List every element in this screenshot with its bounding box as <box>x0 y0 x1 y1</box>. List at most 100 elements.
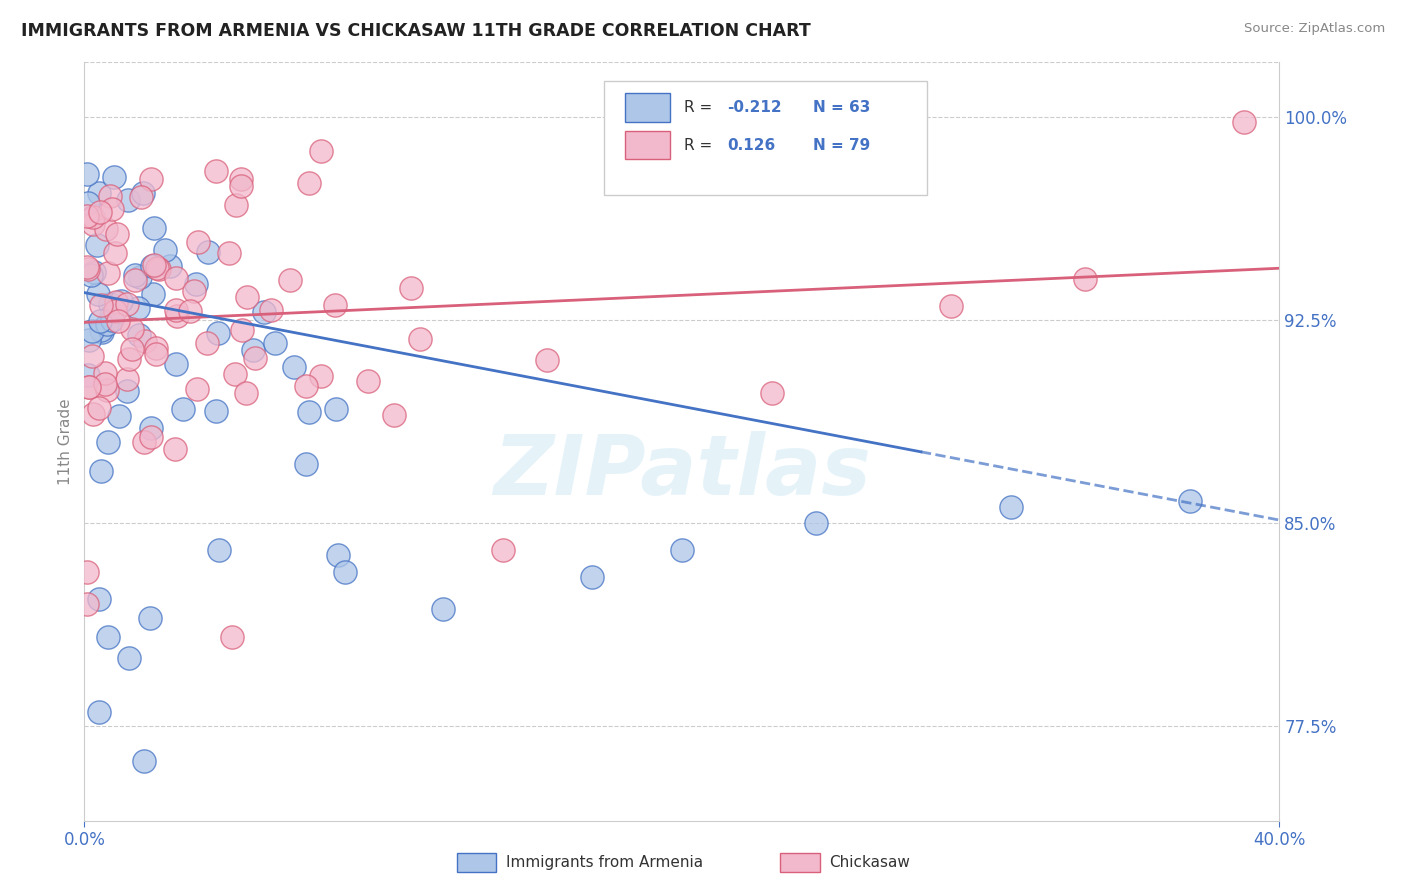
Point <box>79 333 101 347</box>
Point <box>115 384 138 398</box>
FancyBboxPatch shape <box>605 81 927 195</box>
Point <box>76 209 98 223</box>
Point <box>94 222 117 236</box>
Point <box>76 368 98 382</box>
Point <box>90 323 112 337</box>
Text: R =: R = <box>685 100 717 115</box>
Text: N = 63: N = 63 <box>814 100 870 115</box>
Point <box>205 164 228 178</box>
Point <box>141 421 163 435</box>
Point <box>96 384 118 398</box>
Point <box>184 277 207 291</box>
Point <box>143 220 166 235</box>
Point <box>89 591 111 606</box>
Point <box>89 401 111 416</box>
Point <box>187 235 209 249</box>
Point <box>218 245 240 260</box>
Point <box>1074 272 1097 286</box>
Point <box>298 405 321 419</box>
Point <box>76 167 98 181</box>
Text: Immigrants from Armenia: Immigrants from Armenia <box>506 855 703 870</box>
Point <box>259 303 281 318</box>
Point <box>118 351 141 366</box>
Point <box>492 542 515 557</box>
Point <box>94 366 117 380</box>
Point <box>1178 494 1201 508</box>
Point <box>98 297 121 311</box>
Point <box>382 408 405 422</box>
Point <box>91 325 114 339</box>
Point <box>132 754 156 768</box>
Point <box>115 297 138 311</box>
Point <box>357 374 380 388</box>
Point <box>224 367 246 381</box>
Point <box>90 464 112 478</box>
Point <box>101 202 124 216</box>
Point <box>104 303 127 318</box>
Point <box>87 286 110 301</box>
Point <box>97 630 120 644</box>
Point <box>148 262 170 277</box>
Text: IMMIGRANTS FROM ARMENIA VS CHICKASAW 11TH GRADE CORRELATION CHART: IMMIGRANTS FROM ARMENIA VS CHICKASAW 11T… <box>21 22 811 40</box>
Point <box>165 303 187 318</box>
Point <box>806 516 828 530</box>
Point <box>145 346 167 360</box>
Point <box>124 268 146 282</box>
Point <box>146 261 169 276</box>
Point <box>96 317 118 331</box>
Point <box>121 342 143 356</box>
Point <box>432 602 454 616</box>
Point <box>197 244 219 259</box>
Point <box>134 334 156 348</box>
Point <box>100 309 122 323</box>
Point <box>77 196 100 211</box>
Point <box>132 186 155 201</box>
Point <box>225 197 247 211</box>
Point <box>97 435 120 450</box>
Point <box>236 290 259 304</box>
Point <box>80 349 103 363</box>
Point <box>323 298 346 312</box>
Point <box>89 186 111 201</box>
Point <box>76 260 98 275</box>
Point <box>77 261 100 276</box>
Point <box>205 403 228 417</box>
Point <box>172 402 194 417</box>
Point <box>409 332 432 346</box>
Y-axis label: 11th Grade: 11th Grade <box>58 398 73 485</box>
Point <box>165 357 187 371</box>
Point <box>129 270 152 285</box>
Bar <box>624 93 671 121</box>
Point <box>311 145 333 159</box>
Point <box>82 210 104 224</box>
Point <box>89 706 111 720</box>
Point <box>328 549 350 563</box>
Point <box>80 268 103 283</box>
Point <box>127 301 149 315</box>
Point <box>82 217 104 231</box>
Point <box>207 326 229 341</box>
Point <box>939 299 962 313</box>
Point <box>671 542 693 557</box>
Point <box>97 266 120 280</box>
Point <box>83 265 105 279</box>
Text: Chickasaw: Chickasaw <box>830 855 911 870</box>
Point <box>89 314 111 328</box>
Point <box>76 565 98 579</box>
Point <box>245 351 267 366</box>
Text: R =: R = <box>685 137 723 153</box>
Point <box>401 281 423 295</box>
Point <box>581 570 603 584</box>
Point <box>283 359 305 374</box>
Point <box>536 353 558 368</box>
Point <box>77 380 100 394</box>
Point <box>186 382 208 396</box>
Point <box>231 179 253 194</box>
Point <box>139 429 162 443</box>
Point <box>115 372 138 386</box>
Point <box>179 303 201 318</box>
Point <box>242 343 264 357</box>
Point <box>77 380 100 394</box>
Text: 0.126: 0.126 <box>727 137 776 153</box>
Point <box>105 227 128 242</box>
